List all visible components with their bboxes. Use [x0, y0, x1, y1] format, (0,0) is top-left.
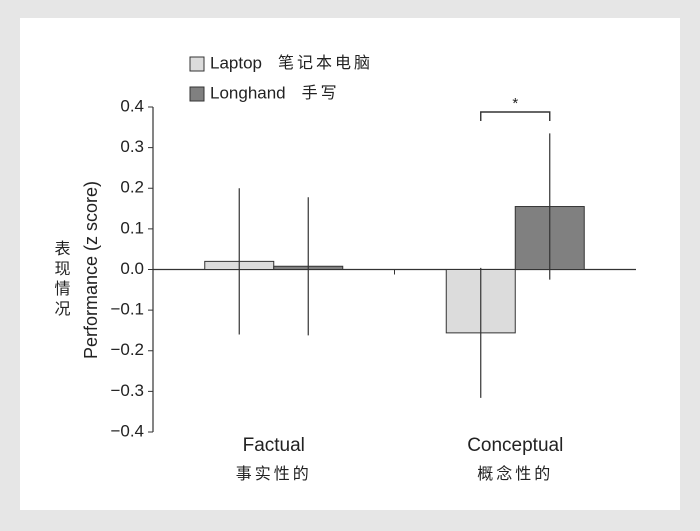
legend-label: Longhand: [210, 83, 286, 102]
y-tick-label: 0.2: [120, 178, 144, 197]
y-axis-label: Performance (z score): [81, 181, 101, 359]
y-tick-label: 0.3: [120, 137, 144, 156]
significance-bracket: [480, 111, 551, 121]
x-tick-label: Factual: [243, 435, 305, 456]
legend-label-zh: 手写: [302, 84, 340, 102]
y-tick-label: −0.3: [110, 381, 144, 400]
y-tick-label: 0.4: [120, 96, 144, 115]
x-tick-label: Conceptual: [467, 435, 563, 456]
x-tick-label-zh: 概念性的: [477, 464, 553, 483]
y-tick-label: −0.2: [110, 340, 144, 359]
annotation: *: [512, 95, 518, 112]
y-tick-label: −0.1: [110, 300, 144, 319]
y-tick-label: −0.4: [110, 421, 144, 440]
legend-swatch: [189, 56, 205, 72]
y-tick-label: 0.1: [120, 218, 144, 237]
x-tick-label-zh: 事实性的: [236, 465, 312, 483]
legend-label: Laptop: [210, 53, 262, 72]
y-axis-label-zh: 表现情况: [52, 240, 71, 320]
y-tick-label: 0.0: [120, 259, 144, 278]
legend-label-zh: 笔记本电脑: [278, 54, 373, 72]
legend-swatch: [189, 86, 205, 102]
